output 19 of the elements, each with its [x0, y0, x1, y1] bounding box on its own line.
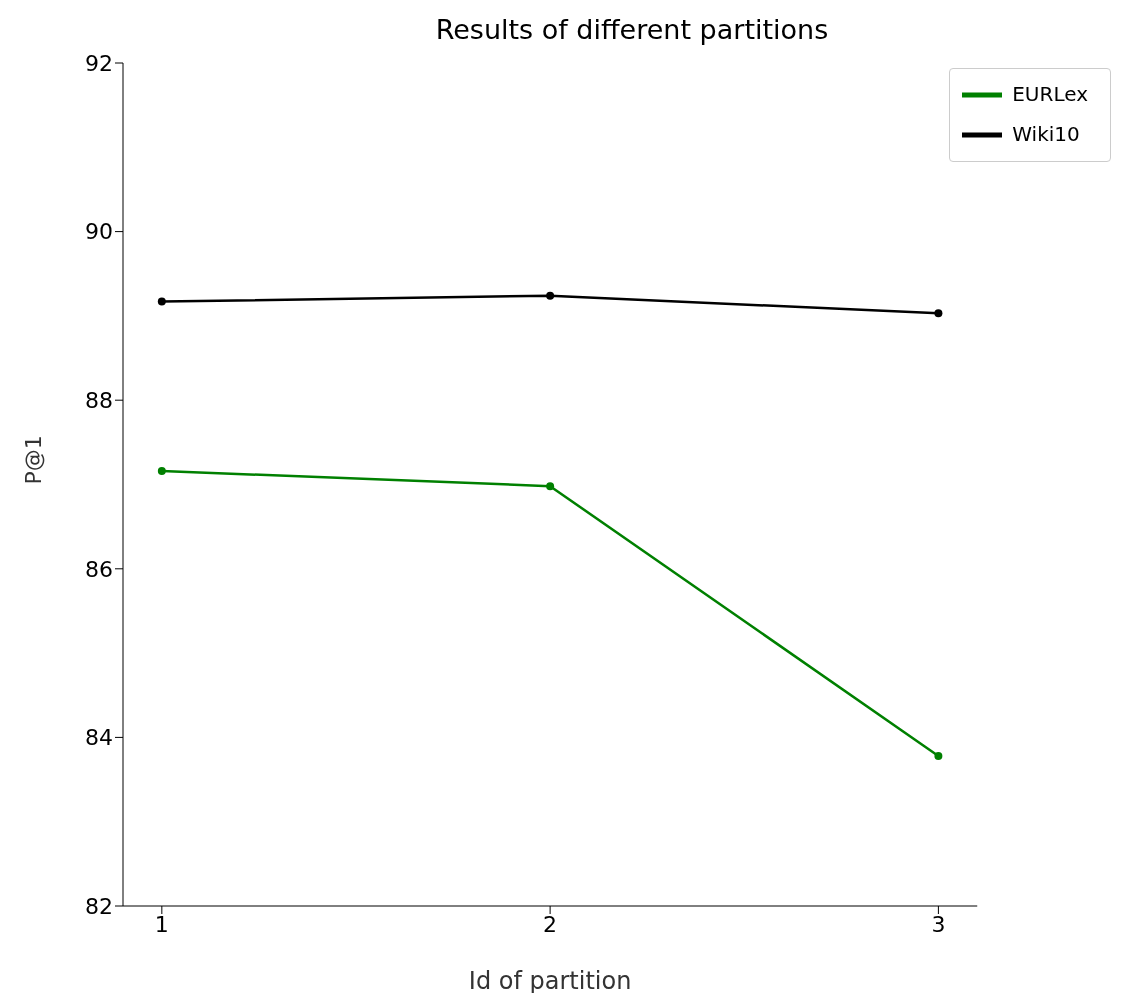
y-tick-label: 88 — [85, 388, 113, 414]
y-tick-label: 92 — [85, 50, 113, 76]
point — [546, 482, 555, 491]
chart-title: Results of different partitions — [434, 14, 830, 45]
y-tick-label: 84 — [85, 725, 113, 751]
y-axis-title: P@1 — [20, 435, 46, 485]
point — [157, 297, 166, 306]
point — [934, 309, 943, 318]
legend-label: Wiki10 — [1012, 121, 1080, 146]
y-tick-label: 90 — [85, 219, 113, 245]
point — [157, 467, 166, 476]
x-tick-label: 3 — [931, 911, 946, 937]
y-tick-label: 82 — [85, 893, 113, 919]
point — [934, 751, 943, 760]
y-tick-label: 86 — [85, 556, 113, 582]
x-tick-label: 1 — [154, 911, 169, 937]
legend-label: EURLex — [1012, 81, 1088, 106]
point — [546, 291, 555, 300]
x-tick-label: 2 — [543, 911, 558, 937]
